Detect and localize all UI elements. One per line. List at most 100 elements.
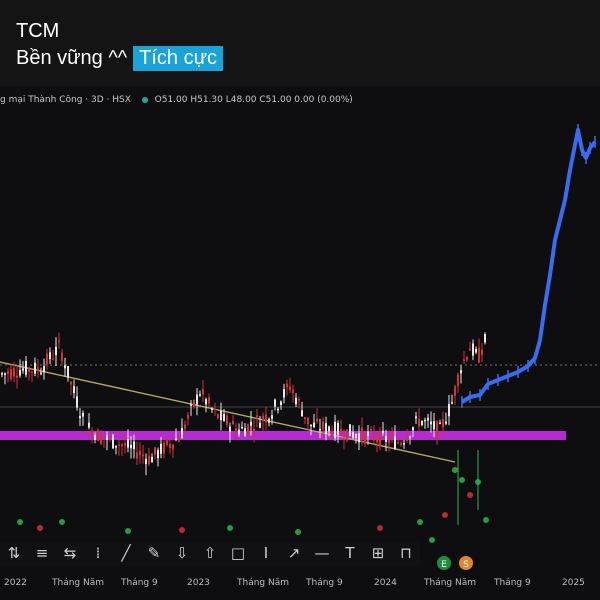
pen-icon[interactable]: ✎ [140,541,168,565]
candle-body [19,370,21,376]
candle-body [361,427,363,439]
candle-body [232,420,234,425]
text-cursor-icon[interactable]: Ⅰ [252,541,280,565]
symbol-info: g mại Thành Công · 3D · HSX [0,95,131,105]
pin-icon[interactable]: ⇅ [0,541,28,565]
arrow-up-icon[interactable]: ⇧ [196,541,224,565]
dividend-badge [459,556,473,570]
candle-body [43,366,45,373]
text-icon[interactable]: T [336,541,364,565]
candle-body [301,410,303,417]
sentiment-tag[interactable]: Tích cực [133,46,223,71]
candle-body [388,438,390,444]
x-tick-label: 2024 [374,578,397,588]
signal-marker [429,537,435,543]
candle-body [112,434,114,449]
candle-body [292,389,294,394]
x-tick-label: Tháng Năm [237,578,290,588]
candle-body [28,368,30,373]
candle-body [409,436,411,439]
candle-body [445,421,447,424]
candle-body [283,389,285,398]
signal-marker [59,519,65,525]
candle-body [475,348,477,353]
chart-legend: g mại Thành Công · 3D · HSX O51.00 H51.3… [0,95,353,105]
candle-body [238,429,240,435]
rect-icon[interactable]: □ [224,541,252,565]
candle-body [187,414,189,419]
candle-body [250,421,252,426]
candle-body [34,362,36,374]
candle-body [52,358,54,361]
candle-body [340,428,342,433]
candle-body [451,402,453,404]
candle-body [403,443,405,445]
candle-body [49,352,51,360]
x-tick-label: 2025 [562,578,585,588]
candle-body [391,434,393,437]
flag-icon[interactable]: ⊓ [392,541,420,565]
candle-body [433,421,435,430]
candle-body [370,428,372,431]
candle-body [193,399,195,407]
post-header: TCM Bền vững ^^ Tích cực [0,0,600,86]
candle-body [220,410,222,421]
hline-icon[interactable]: — [308,541,336,565]
grid-icon[interactable]: ⊞ [364,541,392,565]
candle-body [385,435,387,442]
candle-body [94,435,96,440]
candle-body [448,404,450,417]
ohlc-readout: O51.00 H51.30 L48.00 C51.00 0.00 (0.00%) [154,95,353,105]
line-tool-icon[interactable]: ╱ [112,541,140,565]
candle-body [466,356,468,360]
candle-body [25,361,27,375]
candle-body [142,454,144,457]
candle-body [253,428,255,432]
signal-marker [442,512,448,518]
x-tick-label: Tháng 9 [306,578,343,588]
candle-body [286,383,288,388]
candle-body [121,444,123,446]
x-tick-label: 2023 [187,578,210,588]
candle-body [172,444,174,450]
lines-icon[interactable]: ≡ [28,541,56,565]
candle-body [178,438,180,442]
candle-body [157,450,159,459]
candle-body [304,417,306,420]
candle-body [4,373,6,375]
candle-body [118,444,120,447]
candle-body [175,438,177,441]
candle-body [280,401,282,406]
candle-body [223,413,225,421]
candle-body [154,447,156,455]
candle-body [190,404,192,406]
candle-body [208,397,210,404]
candle-body [481,349,483,355]
signal-marker [179,527,185,533]
candle-body [436,421,438,438]
candle-body [79,416,81,419]
candle-body [406,436,408,441]
candle-body [148,455,150,465]
candles-icon[interactable]: ⁞ [84,541,112,565]
candle-body [58,340,60,343]
bars-icon[interactable]: ⇆ [56,541,84,565]
signal-marker [17,519,23,525]
candle-body [136,452,138,459]
candle-body [478,347,480,363]
post-subtitle: Bền vững ^^ [16,47,128,69]
candle-body [61,352,63,362]
signal-marker [125,528,131,534]
support-band [0,431,566,440]
x-tick-label: Tháng Năm [424,578,477,588]
candle-body [352,432,354,438]
candle-body [67,366,69,378]
projection-path [460,128,597,404]
candle-body [364,432,366,444]
curve-icon[interactable]: ↗ [280,541,308,565]
arrow-down-icon[interactable]: ⇩ [168,541,196,565]
candle-body [355,434,357,438]
candle-body [274,399,276,407]
chart-panel[interactable] [0,86,600,600]
